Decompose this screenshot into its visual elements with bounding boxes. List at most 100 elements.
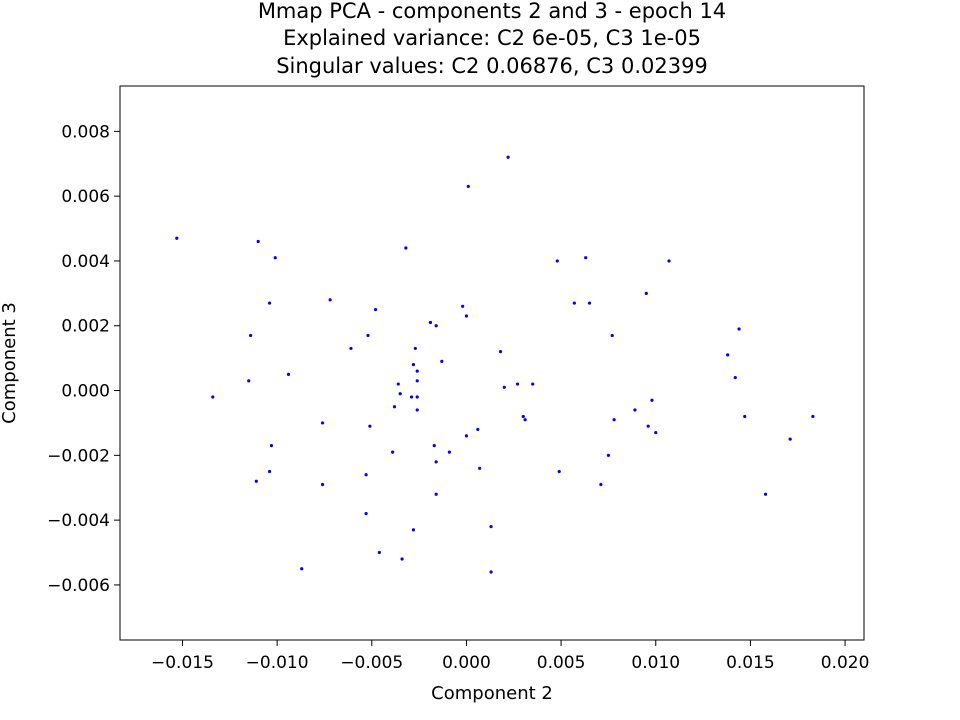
x-tick-label: −0.005 [340,653,403,673]
data-point [489,570,493,574]
data-point [464,314,469,318]
data-point [415,369,419,373]
x-tick-label: 0.005 [537,653,586,673]
data-point [612,418,616,422]
data-point [478,466,482,470]
data-point [610,333,614,338]
data-point [466,184,470,189]
x-tick-label: 0.020 [821,653,870,673]
data-point [404,246,408,250]
x-tick-label: −0.010 [246,653,309,673]
y-axis-label: Component 3 [0,302,20,424]
data-point [411,363,416,367]
data-point [411,528,416,532]
x-tick-label: −0.015 [151,653,214,673]
x-tick-label: 0.010 [631,653,680,673]
data-point [434,324,438,328]
y-tick-label: −0.004 [47,511,110,531]
data-point [489,525,493,529]
data-point [432,444,436,448]
data-point [256,239,260,244]
data-point [584,256,588,260]
data-point [366,333,370,338]
y-axis: −0.006 −0.004 −0.002 0.000 0.002 0.004 0.006 0.… [47,122,120,596]
data-point [211,395,215,399]
data-point [267,469,272,474]
data-point [175,236,179,240]
data-point [587,301,592,305]
data-point [391,450,395,454]
data-point [788,437,792,441]
data-point [498,350,503,354]
data-point [515,382,520,386]
data-point [506,155,510,159]
data-point [377,550,381,555]
x-tick-label: 0.000 [442,653,491,673]
data-point [646,424,650,428]
data-point [328,298,332,302]
data-point [523,418,527,422]
data-point [249,333,253,338]
data-point [320,482,325,487]
title-line-2: Explained variance: C2 6e-05, C3 1e-05 [283,26,701,50]
data-point [286,372,291,376]
data-point [502,385,506,389]
data-point [409,395,414,399]
y-tick-label: −0.006 [47,576,110,596]
data-point [557,469,561,474]
data-point [811,414,815,419]
data-point [413,346,417,351]
data-point [461,304,465,308]
data-point [320,421,325,425]
data-point [269,444,274,448]
data-point [396,382,400,386]
title-line-3: Singular values: C2 0.06876, C3 0.02399 [276,54,708,78]
data-point [521,414,525,419]
data-point [572,301,576,305]
data-point [654,431,658,435]
data-point [415,379,419,383]
axes-frame [119,85,865,641]
data-point [667,259,671,263]
y-tick-label: 0.004 [61,252,110,272]
data-point [644,291,648,295]
data-point [392,405,397,409]
data-point [633,408,637,412]
data-point [300,567,304,571]
data-point [415,408,419,412]
data-point [398,392,402,396]
data-point [650,398,654,402]
data-point [364,512,368,516]
data-point [273,256,277,260]
data-point [434,460,438,464]
title-line-1: Mmap PCA - components 2 and 3 - epoch 14 [258,0,726,23]
x-axis-label: Component 2 [431,683,553,704]
data-point [400,557,404,561]
data-point [599,482,603,487]
y-tick-label: 0.006 [61,187,110,207]
data-point [349,346,353,351]
data-point [434,492,438,496]
y-tick-label: −0.002 [47,446,110,466]
data-point [606,453,611,457]
data-point [364,473,368,477]
data-point [737,327,741,331]
data-point [415,395,419,399]
data-point [254,479,258,483]
plot-area [175,155,815,574]
data-point [531,382,535,386]
data-point [743,414,747,419]
data-point [267,301,272,305]
y-tick-label: 0.008 [61,122,110,142]
data-point [555,259,559,263]
data-point [440,359,444,363]
y-tick-label: 0.000 [61,382,110,402]
data-point [373,307,378,312]
data-point [428,320,433,325]
data-point [447,450,452,454]
x-tick-label: 0.015 [726,653,775,673]
data-point [368,424,372,428]
data-point [464,434,469,438]
data-point [247,379,251,383]
